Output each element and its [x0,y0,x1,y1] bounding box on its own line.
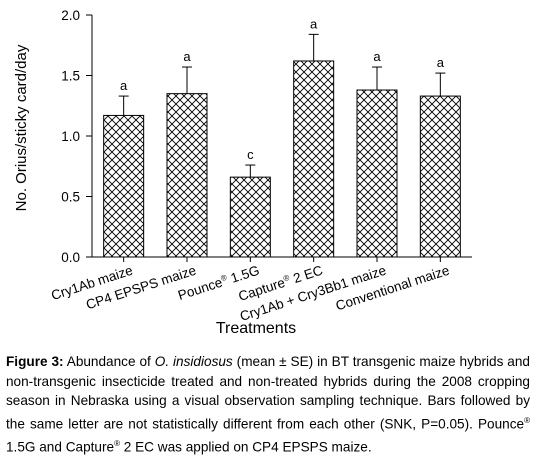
y-tick-label: 1.5 [61,69,80,84]
significance-letter: c [247,147,254,162]
y-tick-label: 1.0 [61,129,80,144]
caption-registered-mark-2: ® [114,438,120,448]
y-tick-label: 0.5 [61,190,80,205]
chart-error-bars [118,33,446,178]
y-tick-label: 2.0 [61,8,80,23]
figure-caption: Figure 3: Abundance of O. insidiosus (me… [6,352,530,457]
caption-text-2: (mean ± SE) in BT transgenic maize hybri… [6,354,530,432]
significance-letter: a [437,55,445,70]
bar [103,114,145,258]
y-tick-labels: 0.0 0.5 1.0 1.5 2.0 [61,8,80,265]
caption-registered-mark-1: ® [524,415,530,425]
bar [229,176,271,258]
chart-axes [86,14,472,262]
bar [419,95,461,258]
y-axis-label: No. Orius/sticky card/day [13,44,30,211]
x-tick-label-registered-mark: ® [282,273,290,283]
caption-text-3: 1.5G and Capture [6,439,115,455]
significance-letter: a [183,49,191,64]
caption-species: O. insidiosus [154,354,233,369]
x-tick-label-registered-mark: ® [220,273,228,283]
chart-significance-letters: a a c a a a [120,16,445,162]
bar [166,93,208,258]
x-axis-label: Treatments [216,320,296,337]
bar [293,60,335,258]
y-tick-label: 0.0 [61,250,80,265]
chart-bars [103,60,461,258]
caption-label: Figure 3: [6,354,64,369]
caption-text-4: 2 EC was applied on CP4 EPSPS maize. [119,439,372,455]
bar [356,89,398,258]
significance-letter: a [373,49,381,64]
significance-letter: a [120,78,128,93]
caption-text-1: Abundance of [63,354,155,369]
significance-letter: a [310,16,318,31]
